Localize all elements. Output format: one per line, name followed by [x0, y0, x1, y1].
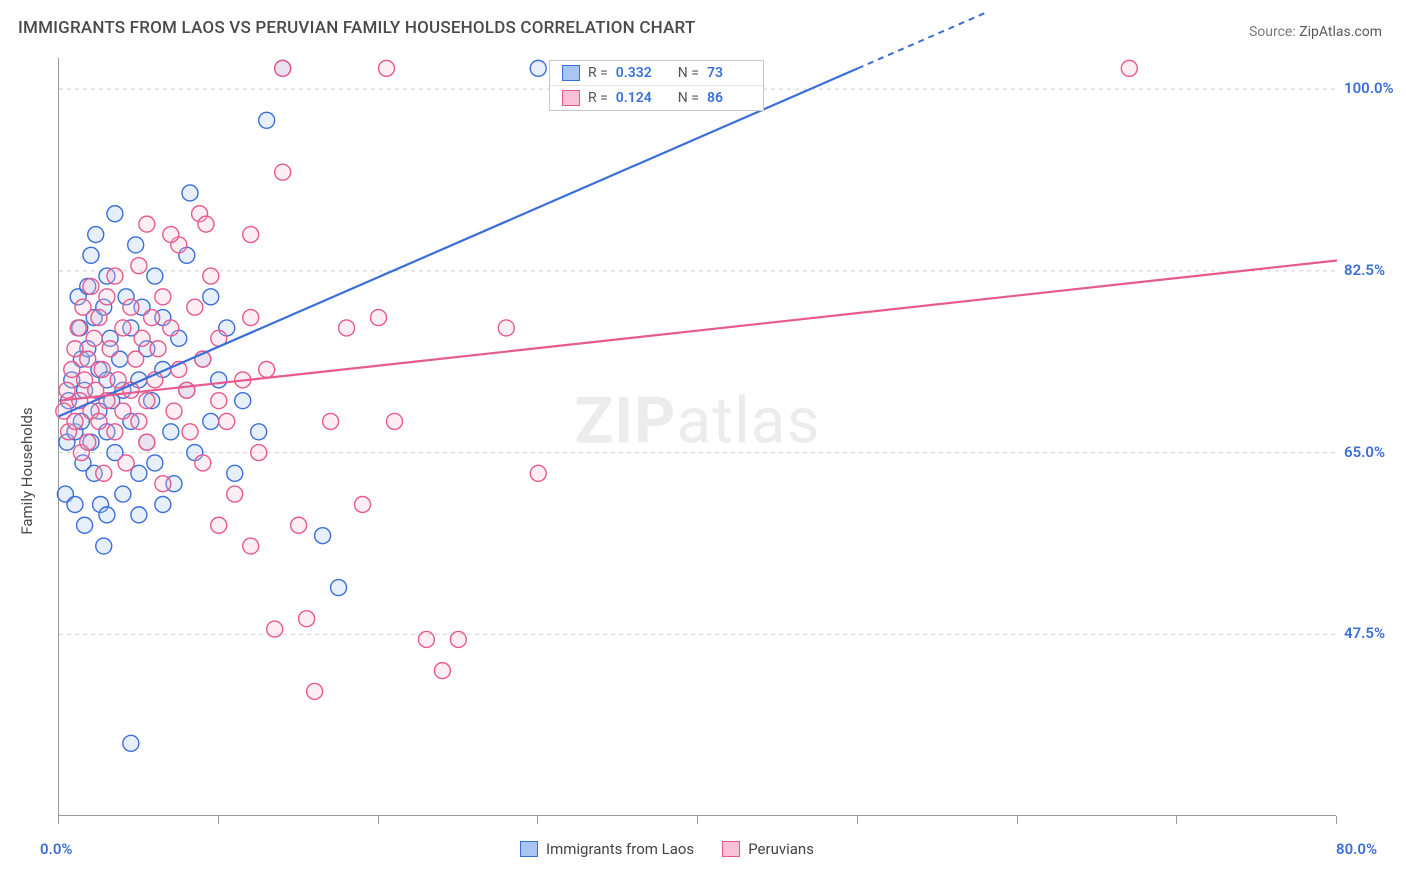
legend-row-peru: R = 0.124 N = 86: [550, 86, 763, 110]
x-tick: [378, 816, 379, 824]
x-tick: [537, 816, 538, 824]
r-label: R =: [588, 90, 608, 106]
x-tick: [218, 816, 219, 824]
swatch-peru: [562, 90, 580, 106]
swatch-laos-icon: [520, 841, 538, 857]
x-tick: [58, 816, 59, 824]
y-axis-label: Family Households: [18, 407, 36, 534]
x-tick: [857, 816, 858, 824]
n-value-laos: 73: [707, 65, 751, 81]
r-value-peru: 0.124: [616, 90, 660, 106]
trend-lines-layer: [59, 58, 1336, 815]
y-tick-label: 82.5%: [1344, 261, 1406, 279]
x-tick: [1336, 816, 1337, 824]
scatter-plot: ZIPatlas R = 0.332 N = 73 R = 0.124 N = …: [58, 58, 1336, 816]
x-tick: [697, 816, 698, 824]
n-label: N =: [678, 65, 699, 81]
x-max-label: 80.0%: [1336, 840, 1377, 858]
source-label: Source:: [1249, 24, 1296, 40]
swatch-peru-icon: [722, 841, 740, 857]
legend-label-peru: Peruvians: [748, 840, 814, 858]
r-value-laos: 0.332: [616, 65, 660, 81]
y-tick-label: 47.5%: [1344, 624, 1406, 642]
legend-item-laos: Immigrants from Laos: [520, 840, 694, 858]
y-tick-label: 100.0%: [1344, 79, 1406, 97]
n-value-peru: 86: [707, 90, 751, 106]
r-label: R =: [588, 65, 608, 81]
swatch-laos: [562, 65, 580, 81]
page-title: IMMIGRANTS FROM LAOS VS PERUVIAN FAMILY …: [18, 18, 695, 38]
legend-item-peru: Peruvians: [722, 840, 814, 858]
source-attribution: Source: ZipAtlas.com: [1249, 24, 1382, 40]
source-link[interactable]: ZipAtlas.com: [1299, 24, 1382, 40]
x-tick: [1017, 816, 1018, 824]
y-tick-label: 65.0%: [1344, 443, 1406, 461]
series-legend: Immigrants from Laos Peruvians: [520, 840, 814, 858]
n-label: N =: [678, 90, 699, 106]
correlation-legend: R = 0.332 N = 73 R = 0.124 N = 86: [549, 60, 764, 111]
x-tick: [1176, 816, 1177, 824]
legend-row-laos: R = 0.332 N = 73: [550, 61, 763, 86]
legend-label-laos: Immigrants from Laos: [546, 840, 694, 858]
chart-container: Family Households ZIPatlas R = 0.332 N =…: [0, 50, 1406, 892]
x-min-label: 0.0%: [40, 840, 72, 858]
